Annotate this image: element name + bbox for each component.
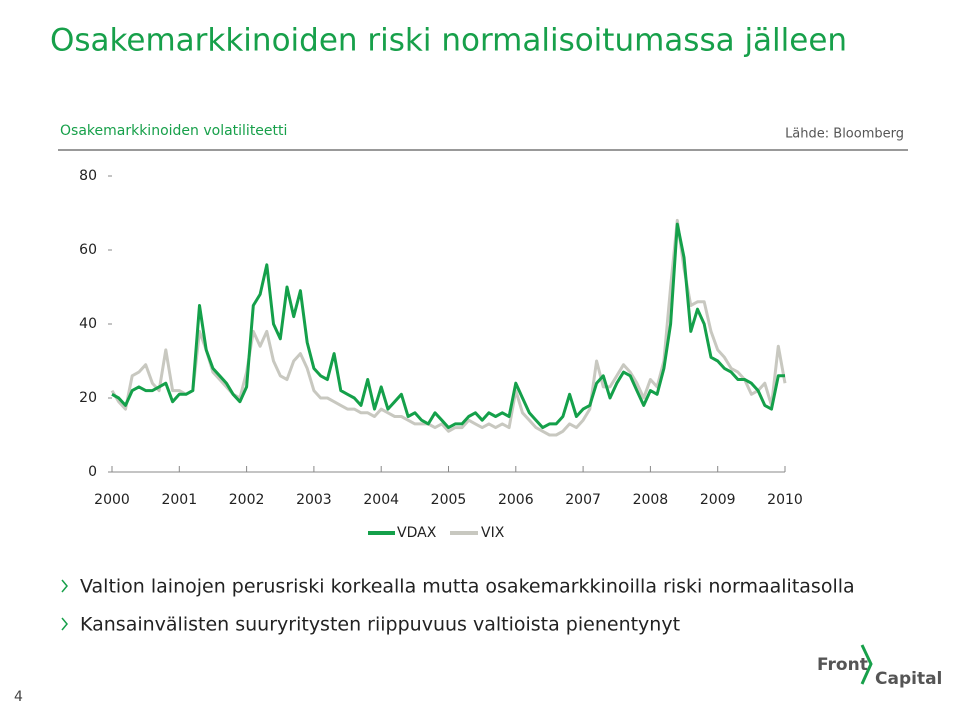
x-tick-label: 2004 (363, 492, 399, 508)
x-tick-label: 2008 (633, 492, 669, 508)
x-tick-label: 2007 (565, 492, 601, 508)
x-tick-label: 2001 (161, 492, 197, 508)
legend-label: VIX (481, 525, 505, 541)
y-tick-label: 20 (79, 390, 97, 406)
y-tick-label: 60 (79, 242, 97, 258)
x-tick-label: 2003 (296, 492, 332, 508)
bullet: Valtion lainojen perusriski korkealla mu… (80, 576, 855, 598)
logo-text: Capital (875, 669, 942, 689)
y-tick-label: 80 (79, 168, 97, 184)
x-tick-label: 2010 (767, 492, 803, 508)
series-line (111, 222, 785, 430)
chart-title: Osakemarkkinoiden volatiliteetti (60, 123, 287, 139)
y-tick-label: 40 (79, 316, 97, 332)
legend-label: VDAX (397, 525, 437, 541)
x-tick-label: 2002 (229, 492, 265, 508)
x-tick-label: 2000 (94, 492, 130, 508)
slide-title: Osakemarkkinoiden riski normalisoitumass… (50, 23, 847, 59)
bullet-icon (61, 617, 68, 631)
logo-text: Front (817, 655, 868, 675)
source: Lähde: Bloomberg (785, 127, 904, 142)
plot: 0 20 40 60 80 2000 2001 2002 2003 2004 2005 2006 200… (79, 168, 803, 541)
x-tick-label: 2009 (700, 492, 736, 508)
y-tick-label: 0 (88, 464, 97, 480)
x-tick-label: 2006 (498, 492, 534, 508)
bullet: Kansainvälisten suuryritysten riippuvuus… (80, 614, 680, 636)
series-line (110, 218, 787, 437)
logo-mark (860, 644, 873, 685)
bullet-icon (61, 579, 68, 593)
x-tick-label: 2005 (431, 492, 467, 508)
page-number: 4 (14, 689, 23, 704)
